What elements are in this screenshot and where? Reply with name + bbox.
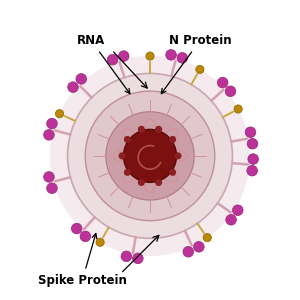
Circle shape: [174, 152, 182, 159]
Circle shape: [155, 126, 162, 133]
Circle shape: [68, 74, 232, 238]
Text: N Protein: N Protein: [161, 34, 231, 94]
Circle shape: [225, 86, 236, 97]
Circle shape: [44, 130, 54, 140]
Text: RNA: RNA: [77, 34, 130, 94]
Circle shape: [155, 179, 162, 186]
Circle shape: [124, 136, 131, 143]
Circle shape: [226, 214, 236, 225]
Circle shape: [71, 223, 82, 234]
Circle shape: [106, 112, 194, 200]
Circle shape: [56, 110, 64, 118]
Circle shape: [196, 65, 204, 74]
Circle shape: [234, 105, 242, 113]
Text: Spike Protein: Spike Protein: [38, 233, 127, 287]
Circle shape: [133, 253, 143, 264]
Circle shape: [248, 154, 259, 164]
Circle shape: [183, 247, 194, 257]
Circle shape: [96, 238, 104, 247]
Circle shape: [121, 251, 132, 262]
Circle shape: [169, 136, 176, 143]
Circle shape: [50, 56, 250, 256]
Circle shape: [124, 169, 131, 176]
Circle shape: [47, 183, 57, 194]
Circle shape: [118, 152, 126, 159]
Circle shape: [47, 118, 57, 129]
Circle shape: [138, 179, 145, 186]
Circle shape: [247, 165, 257, 176]
Circle shape: [194, 242, 204, 252]
Circle shape: [203, 233, 212, 242]
Circle shape: [245, 127, 256, 138]
Circle shape: [218, 77, 228, 88]
Circle shape: [138, 126, 145, 133]
Circle shape: [166, 50, 176, 60]
Circle shape: [177, 52, 188, 63]
Circle shape: [124, 129, 176, 182]
Circle shape: [44, 172, 54, 182]
Circle shape: [118, 51, 129, 62]
Circle shape: [85, 91, 215, 221]
Circle shape: [68, 82, 78, 92]
Circle shape: [107, 54, 118, 65]
Circle shape: [80, 231, 91, 242]
Circle shape: [146, 52, 154, 60]
Circle shape: [76, 74, 87, 84]
Circle shape: [247, 138, 258, 149]
Circle shape: [169, 169, 176, 176]
Circle shape: [232, 205, 243, 215]
